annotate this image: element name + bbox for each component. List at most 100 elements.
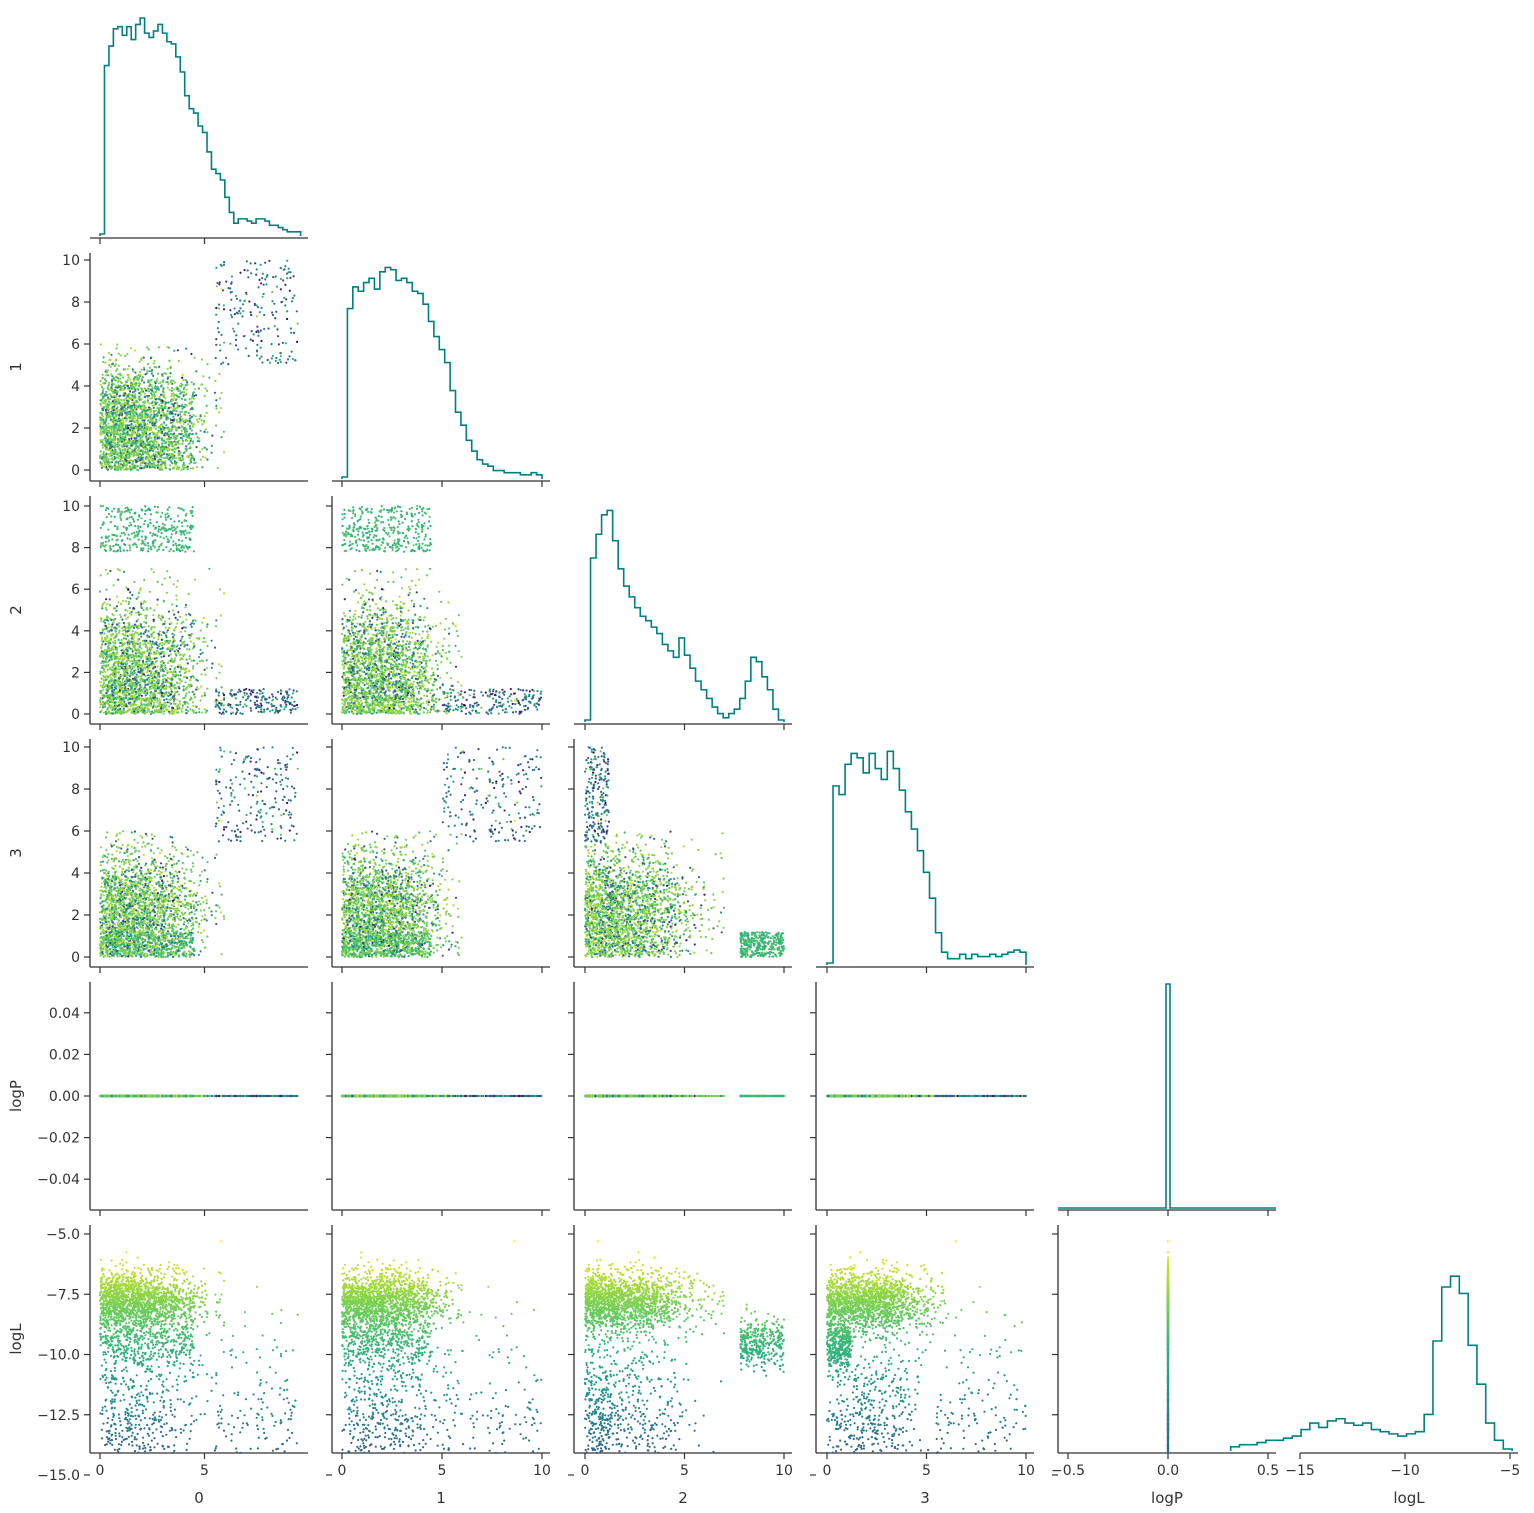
scatter-point [184, 551, 186, 553]
scatter-point [250, 311, 252, 313]
scatter-point [107, 620, 109, 622]
scatter-point [125, 618, 127, 620]
scatter-point [101, 640, 103, 642]
scatter-point [189, 679, 191, 681]
scatter-point [109, 658, 111, 660]
scatter-point [293, 332, 295, 334]
scatter-point [133, 520, 135, 522]
scatter-point [162, 549, 164, 551]
scatter-point [111, 396, 113, 398]
scatter-point [108, 688, 110, 690]
scatter-point [123, 669, 125, 671]
scatter-point [107, 677, 109, 679]
scatter-point [111, 669, 113, 671]
scatter-point [242, 303, 244, 305]
scatter-point [124, 355, 126, 357]
scatter-point [204, 457, 206, 459]
scatter-point [103, 522, 105, 524]
scatter-point [195, 394, 197, 396]
scatter-point [178, 440, 180, 442]
scatter-point [164, 678, 166, 680]
scatter-point [106, 695, 108, 697]
scatter-point [185, 604, 187, 606]
scatter-point [102, 398, 104, 400]
scatter-point [252, 340, 254, 342]
scatter-point [155, 391, 157, 393]
scatter-point [185, 348, 187, 350]
scatter-point [165, 441, 167, 443]
scatter-point [292, 297, 294, 299]
scatter-point [153, 683, 155, 685]
scatter-point [292, 692, 294, 694]
scatter-point [142, 663, 144, 665]
scatter-point [140, 613, 142, 615]
scatter-point [170, 403, 172, 405]
scatter-point [131, 637, 133, 639]
scatter-point [121, 446, 123, 448]
scatter-point [186, 659, 188, 661]
scatter-point [289, 709, 291, 711]
scatter-point [286, 260, 288, 262]
scatter-point [117, 467, 119, 469]
scatter-point [174, 640, 176, 642]
scatter-point [286, 273, 288, 275]
scatter-point [231, 316, 233, 318]
scatter-point [119, 684, 121, 686]
scatter-point [107, 646, 109, 648]
scatter-point [118, 385, 120, 387]
scatter-point [253, 689, 255, 691]
scatter-point [150, 444, 152, 446]
scatter-point [120, 519, 122, 521]
scatter-point [215, 344, 217, 346]
scatter-point [160, 455, 162, 457]
scatter-point [186, 525, 188, 527]
scatter-point [120, 712, 122, 714]
scatter-point [159, 460, 161, 462]
scatter-point [130, 673, 132, 675]
scatter-point [127, 455, 129, 457]
scatter-point [115, 376, 117, 378]
scatter-point [154, 506, 156, 508]
scatter-point [181, 437, 183, 439]
scatter-point [243, 689, 245, 691]
scatter-point [127, 635, 129, 637]
scatter-point [125, 637, 127, 639]
scatter-point [162, 523, 164, 525]
scatter-point [272, 705, 274, 707]
scatter-point [154, 440, 156, 442]
scatter-point [182, 658, 184, 660]
scatter-point [198, 711, 200, 713]
scatter-point [164, 397, 166, 399]
scatter-point [236, 312, 238, 314]
scatter-point [105, 665, 107, 667]
scatter-point [291, 351, 293, 353]
scatter-point [138, 614, 140, 616]
scatter-point [229, 309, 231, 311]
scatter-point [167, 647, 169, 649]
scatter-point [189, 546, 191, 548]
scatter-point [170, 688, 172, 690]
scatter-point [122, 466, 124, 468]
scatter-point [104, 435, 106, 437]
scatter-point [134, 390, 136, 392]
scatter-point [271, 300, 273, 302]
scatter-point [168, 618, 170, 620]
scatter-point [153, 426, 155, 428]
scatter-point [103, 453, 105, 455]
scatter-point [201, 466, 203, 468]
scatter-point [284, 265, 286, 267]
scatter-point [158, 525, 160, 527]
scatter-point [124, 434, 126, 436]
scatter-point [127, 374, 129, 376]
scatter-point [150, 392, 152, 394]
scatter-point [169, 389, 171, 391]
scatter-point [149, 367, 151, 369]
scatter-point [135, 405, 137, 407]
scatter-point [166, 698, 168, 700]
scatter-point [163, 537, 165, 539]
scatter-point [185, 411, 187, 413]
scatter-point [161, 411, 163, 413]
scatter-point [123, 463, 125, 465]
scatter-point [250, 314, 252, 316]
scatter-point [156, 442, 158, 444]
